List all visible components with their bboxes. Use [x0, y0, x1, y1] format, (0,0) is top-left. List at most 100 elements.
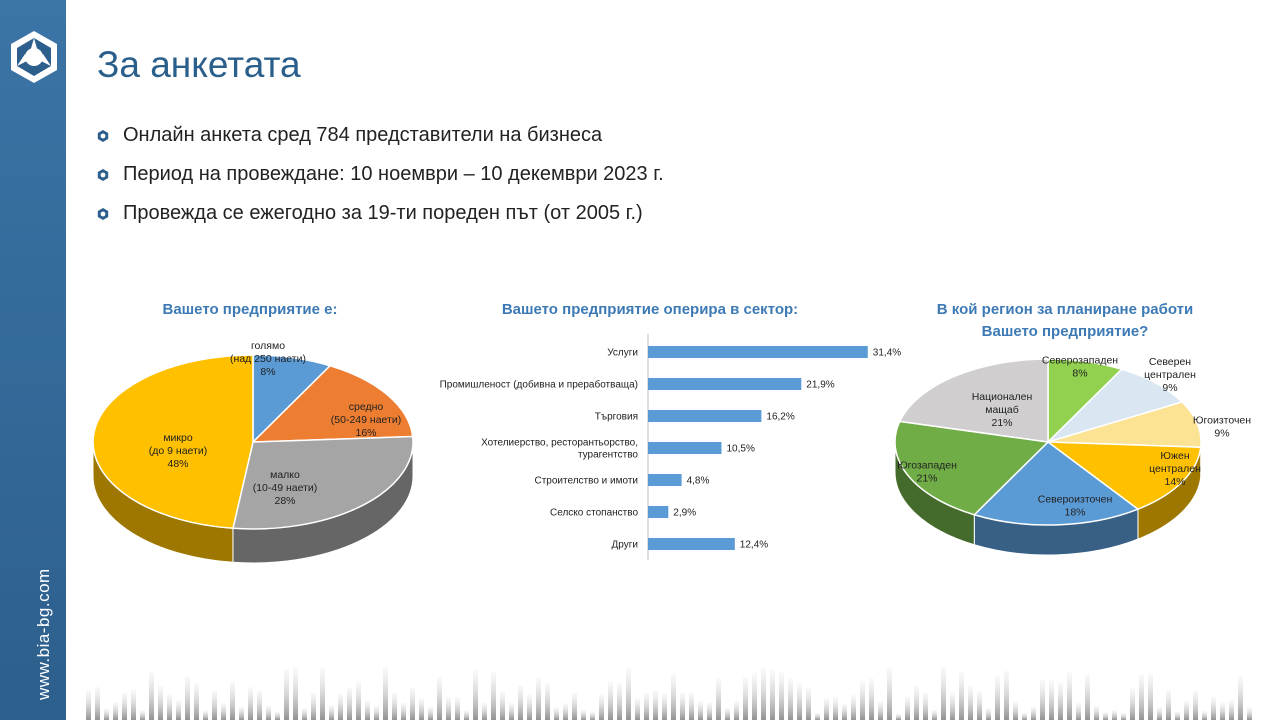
logo-icon — [11, 31, 57, 83]
chart-title-company-size: Вашето предприятие е: — [162, 301, 338, 318]
decorative-bar — [995, 675, 1000, 720]
region-slice-label-5: Югозападен 21% — [897, 460, 957, 485]
decorative-bar — [770, 669, 775, 720]
decorative-bar — [248, 687, 253, 720]
decorative-bar — [1247, 707, 1252, 720]
decorative-bar — [554, 707, 559, 720]
region-slice-3 — [1045, 441, 1202, 511]
bar-category-label-2: Търговия — [595, 412, 638, 423]
decorative-bar — [590, 711, 595, 720]
decorative-bar — [455, 697, 460, 720]
bullet-item: Провежда се ежегодно за 19-ти пореден пъ… — [97, 194, 664, 233]
decorative-bar — [1022, 712, 1027, 720]
decorative-bar — [446, 697, 451, 720]
pie-chart-region: Северозападен 8% Северен централен 9% Югоизто… — [894, 355, 1251, 556]
decorative-bar — [878, 701, 883, 720]
decorative-bar — [518, 685, 523, 720]
decorative-bar — [797, 683, 802, 720]
decorative-bar — [761, 667, 766, 720]
bar-category-label-1: Промишленост (добивна и преработваща) — [440, 379, 638, 391]
decorative-bar — [428, 706, 433, 720]
decorative-bar — [932, 709, 937, 720]
decorative-bar — [824, 698, 829, 720]
decorative-bar — [887, 668, 892, 720]
decorative-bar — [95, 687, 100, 720]
website-url[interactable]: www.bia-bg.com — [34, 568, 53, 700]
bar-chart-sector: Услуги 31,4% Промишленост (добивна и прера… — [440, 334, 901, 560]
decorative-bar — [545, 682, 550, 720]
decorative-bar — [1058, 682, 1063, 720]
decorative-bar — [140, 710, 145, 720]
bar-0 — [648, 346, 868, 358]
region-slice-label-4: Североизточен 18% — [1038, 494, 1113, 519]
decorative-bar — [869, 678, 874, 720]
page-title: За анкетата — [97, 44, 301, 85]
chart-title-region: В кой регион за планиране работи Вашето … — [900, 299, 1230, 343]
decorative-bar — [923, 692, 928, 720]
decorative-bar — [275, 711, 280, 720]
decorative-bar — [383, 666, 388, 720]
decorative-bar — [257, 690, 262, 720]
decorative-bar — [482, 702, 487, 720]
decorative-bar — [986, 707, 991, 720]
decorative-bar — [374, 705, 379, 720]
region-slice-label-1: Северен централен 9% — [1144, 356, 1196, 394]
bar-category-label-3: Хотелиерство, ресторантьорство, турагентс… — [481, 438, 638, 461]
decorative-bar — [653, 690, 658, 720]
bullet-text: Провежда се ежегодно за 19-ти пореден пъ… — [123, 202, 643, 224]
sidebar: www.bia-bg.com — [0, 0, 66, 720]
decorative-bar — [977, 691, 982, 720]
decorative-bar — [941, 666, 946, 720]
bar-value-label-6: 12,4% — [740, 540, 768, 551]
decorative-bar — [311, 692, 316, 720]
decorative-bar — [1112, 710, 1117, 720]
decorative-bar — [410, 687, 415, 720]
decorative-bar — [1211, 696, 1216, 720]
decorative-bar — [1121, 712, 1126, 720]
bar-value-label-3: 10,5% — [727, 444, 755, 455]
region-slice-5 — [894, 420, 1050, 516]
decorative-bar — [959, 672, 964, 720]
bar-value-label-2: 16,2% — [766, 412, 794, 423]
decorative-bar — [347, 687, 352, 720]
decorative-bar — [842, 703, 847, 720]
decorative-bar — [1220, 702, 1225, 720]
decorative-bar — [752, 672, 757, 720]
decorative-bar — [1166, 690, 1171, 720]
region-slice-label-3: Южен централен 14% — [1149, 450, 1201, 488]
decorative-bar — [1049, 680, 1054, 720]
decorative-bar — [1094, 705, 1099, 720]
decorative-bar — [788, 678, 793, 720]
chart-title-sector: Вашето предприятие оперира в сектор: — [501, 301, 799, 318]
decorative-bar — [320, 668, 325, 720]
decorative-bar — [149, 671, 154, 720]
decorative-bar — [914, 685, 919, 720]
decorative-bar — [1013, 701, 1018, 720]
bullet-text: Период на провеждане: 10 ноември – 10 де… — [123, 163, 664, 185]
bullet-item: Период на провеждане: 10 ноември – 10 де… — [97, 155, 664, 194]
region-slice-label-6: Национален мащаб 21% — [972, 391, 1033, 429]
decorative-bar — [896, 713, 901, 720]
decorative-bar — [392, 692, 397, 720]
decorative-bar — [266, 705, 271, 720]
region-slice-label-0: Северозападен 8% — [1042, 355, 1118, 380]
decorative-bar — [743, 677, 748, 720]
bar-4 — [648, 474, 682, 486]
decorative-bar — [185, 676, 190, 720]
decorative-bar — [437, 676, 442, 720]
decorative-bar — [716, 678, 721, 720]
decorative-bar — [1238, 676, 1243, 720]
bar-value-label-5: 2,9% — [673, 508, 696, 519]
decorative-bar — [329, 704, 334, 720]
decorative-bar — [419, 698, 424, 720]
decorative-bar — [302, 708, 307, 720]
pie-chart-company-size: голямо (над 250 наети) 8% средно (50-249 нае… — [92, 340, 414, 564]
size-slice-label-2: малко (10-49 наети) 28% — [253, 469, 318, 507]
region-slice-2 — [1047, 401, 1202, 448]
decorative-bar — [1031, 706, 1036, 720]
decorative-bar — [671, 673, 676, 720]
decorative-bar — [536, 677, 541, 720]
decorative-bar — [104, 708, 109, 720]
decorative-bar — [113, 702, 118, 720]
size-slice-2 — [232, 435, 414, 530]
